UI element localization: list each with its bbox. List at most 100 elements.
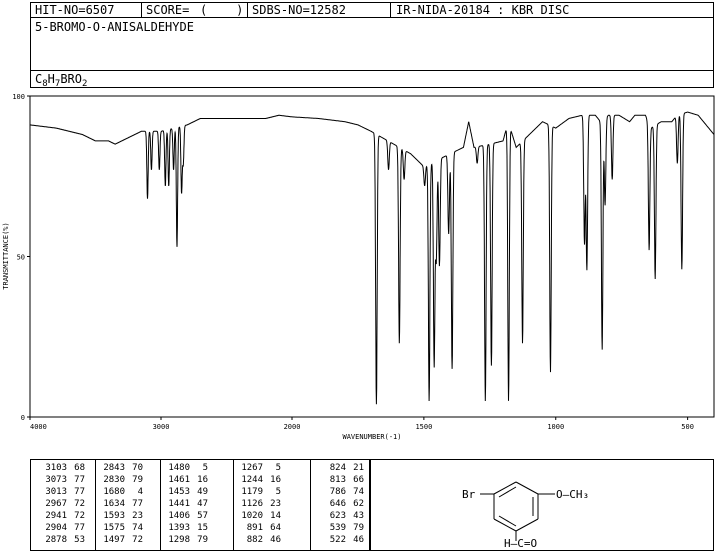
peak-table-divider <box>95 459 96 551</box>
peak-entry: 3073 77 <box>37 474 85 486</box>
peak-transmittance: 4 <box>137 487 143 497</box>
peak-transmittance: 53 <box>74 535 85 545</box>
peak-wavenumber: 882 <box>246 535 263 545</box>
y-axis-ticks: 0 50 100 <box>12 93 30 422</box>
peak-transmittance: 23 <box>270 499 281 509</box>
x-axis-label: WAVENUMBER(-1) <box>342 433 401 441</box>
peak-table-box <box>30 459 370 551</box>
molecular-structure: Br O—CH₃ H—C=O <box>462 481 589 550</box>
peak-wavenumber: 1453 <box>168 487 190 497</box>
peak-wavenumber: 1179 <box>241 487 263 497</box>
peak-wavenumber: 1634 <box>103 499 125 509</box>
peak-entry: 2941 72 <box>37 510 85 522</box>
hit-no: HIT-NO=6507 <box>35 3 115 17</box>
peak-transmittance: 79 <box>353 523 364 533</box>
header-divider-1 <box>141 2 142 18</box>
peak-entry: 1441 47 <box>160 498 208 510</box>
peak-transmittance: 70 <box>132 463 143 473</box>
peak-transmittance: 46 <box>270 535 281 545</box>
header-divider-2 <box>247 2 248 18</box>
peak-entry: 882 46 <box>233 534 281 546</box>
peak-wavenumber: 1497 <box>103 535 125 545</box>
compound-divider <box>30 70 714 71</box>
peak-entry: 1634 77 <box>95 498 143 510</box>
peak-wavenumber: 1406 <box>168 511 190 521</box>
peak-transmittance: 79 <box>197 535 208 545</box>
peak-wavenumber: 786 <box>329 487 346 497</box>
peak-entry: 2904 77 <box>37 522 85 534</box>
formula-subscript: 8 <box>42 79 48 89</box>
peak-wavenumber: 813 <box>329 475 346 485</box>
peak-wavenumber: 1480 <box>168 463 190 473</box>
formula-subscript: 7 <box>54 79 61 89</box>
peak-wavenumber: 891 <box>246 523 263 533</box>
peak-transmittance: 14 <box>270 511 281 521</box>
x-tick-label: 3000 <box>153 423 170 431</box>
peak-transmittance: 47 <box>197 499 208 509</box>
peak-transmittance: 77 <box>132 499 143 509</box>
peak-wavenumber: 1575 <box>103 523 125 533</box>
peak-wavenumber: 2878 <box>45 535 67 545</box>
peak-transmittance: 15 <box>197 523 208 533</box>
peak-wavenumber: 1244 <box>241 475 263 485</box>
peak-transmittance: 77 <box>74 475 85 485</box>
peak-wavenumber: 2843 <box>103 463 125 473</box>
peak-entry: 522 46 <box>316 534 364 546</box>
peak-entry: 1461 16 <box>160 474 208 486</box>
peak-transmittance: 16 <box>197 475 208 485</box>
x-tick-label: 2000 <box>284 423 301 431</box>
ir-spectrum-chart: 4000 3000 2000 1500 1000 500 0 50 100 WAVENUMBE… <box>2 93 715 441</box>
peak-wavenumber: 1441 <box>168 499 190 509</box>
peak-transmittance: 77 <box>74 523 85 533</box>
y-axis-label: TRANSMITTANCE(%) <box>2 222 10 289</box>
peak-transmittance: 16 <box>270 475 281 485</box>
peak-transmittance: 21 <box>353 463 364 473</box>
structure-box <box>370 459 714 551</box>
peak-wavenumber: 1461 <box>168 475 190 485</box>
peak-entry: 646 62 <box>316 498 364 510</box>
peak-wavenumber: 2830 <box>103 475 125 485</box>
peak-wavenumber: 1126 <box>241 499 263 509</box>
peak-entry: 1593 23 <box>95 510 143 522</box>
y-tick-label: 50 <box>17 254 25 262</box>
peak-entry: 824 21 <box>316 462 364 474</box>
peak-entry: 3013 77 <box>37 486 85 498</box>
peak-transmittance: 77 <box>74 487 85 497</box>
peak-entry: 1020 14 <box>233 510 281 522</box>
ir-nida: IR-NIDA-20184 : KBR DISC <box>396 3 570 17</box>
peak-transmittance: 74 <box>353 487 364 497</box>
peak-transmittance: 68 <box>74 463 85 473</box>
peak-wavenumber: 2967 <box>45 499 67 509</box>
methoxy-label: O—CH₃ <box>556 488 589 501</box>
peak-entry: 1267 5 <box>233 462 281 474</box>
peak-entry: 1179 5 <box>233 486 281 498</box>
x-axis-ticks: 4000 3000 2000 1500 1000 500 <box>29 417 694 431</box>
peak-transmittance: 5 <box>275 487 281 497</box>
spectrum-line <box>30 111 715 405</box>
score-label: SCORE= <box>146 3 190 17</box>
peak-transmittance: 72 <box>74 511 85 521</box>
peak-entry: 1680 4 <box>95 486 143 498</box>
peak-wavenumber: 824 <box>329 463 346 473</box>
peak-wavenumber: 3013 <box>45 487 67 497</box>
peak-entry: 891 64 <box>233 522 281 534</box>
formula-element: H <box>47 72 55 86</box>
peak-transmittance: 57 <box>197 511 208 521</box>
peak-wavenumber: 1267 <box>241 463 263 473</box>
x-tick-label: 1000 <box>547 423 564 431</box>
peak-transmittance: 62 <box>353 499 364 509</box>
peak-wavenumber: 646 <box>329 499 346 509</box>
peak-wavenumber: 1393 <box>168 523 190 533</box>
peak-transmittance: 64 <box>270 523 281 533</box>
peak-entry: 1575 74 <box>95 522 143 534</box>
peak-transmittance: 46 <box>353 535 364 545</box>
peak-wavenumber: 2904 <box>45 523 67 533</box>
peak-wavenumber: 539 <box>329 523 346 533</box>
formula-subscript: 2 <box>82 79 88 89</box>
peak-transmittance: 74 <box>132 523 143 533</box>
formula-element: BRO <box>60 72 82 86</box>
peak-entry: 3103 68 <box>37 462 85 474</box>
peak-transmittance: 72 <box>132 535 143 545</box>
peak-entry: 1453 49 <box>160 486 208 498</box>
peak-entry: 1126 23 <box>233 498 281 510</box>
